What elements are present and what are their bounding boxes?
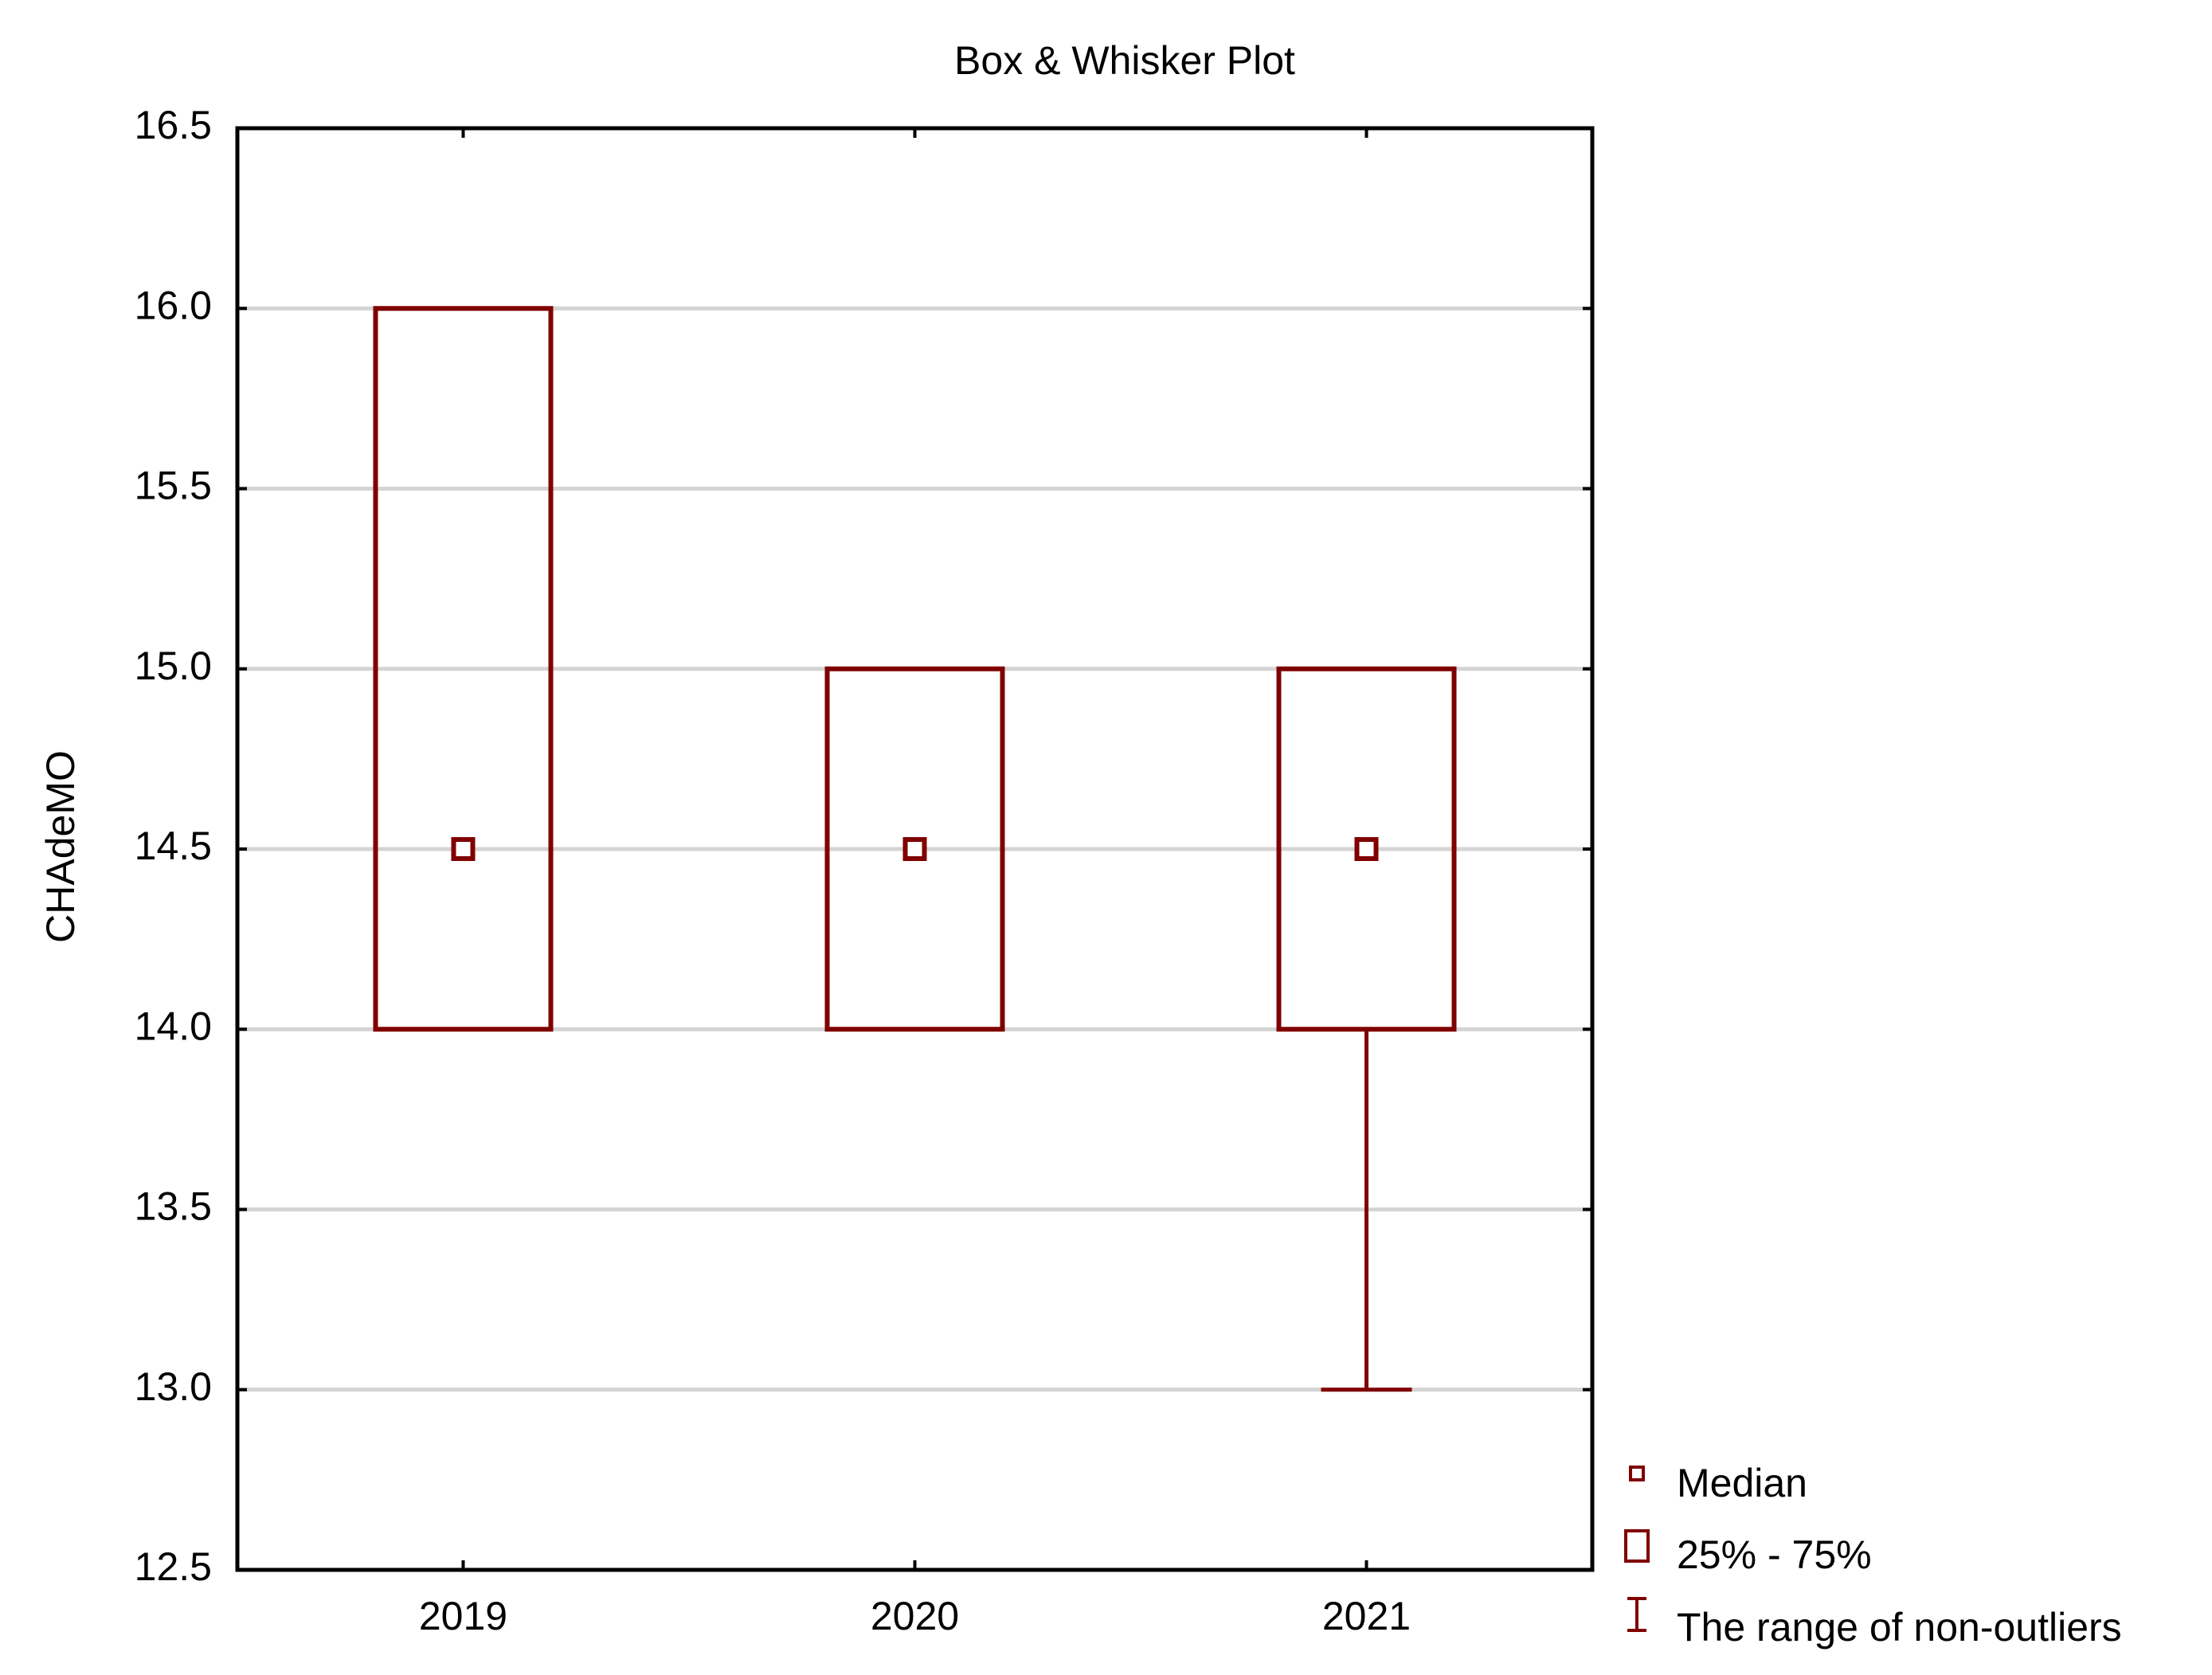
- median: [451, 837, 476, 861]
- legend-label: The range of non-outliers: [1677, 1605, 2122, 1650]
- y-tick-label: 16.5: [135, 103, 212, 147]
- y-tick-label: 15.0: [135, 644, 212, 688]
- median: [1354, 837, 1379, 861]
- median: [902, 837, 927, 861]
- chart-title: Box & Whisker Plot: [954, 38, 1295, 83]
- y-tick-label: 14.5: [135, 824, 212, 868]
- y-tick-label: 13.5: [135, 1184, 212, 1229]
- y-tick-label: 13.0: [135, 1364, 212, 1409]
- x-tick-label: 2021: [1322, 1594, 1411, 1638]
- box: [373, 306, 554, 1032]
- x-tick-label: 2019: [419, 1594, 507, 1638]
- legend-label: Median: [1677, 1461, 1807, 1505]
- y-tick-label: 15.5: [135, 464, 212, 508]
- box: [824, 666, 1005, 1032]
- y-axis-label: CHAdeMO: [38, 750, 83, 943]
- legend-label: 25% - 75%: [1677, 1532, 1872, 1577]
- y-tick-label: 12.5: [135, 1544, 212, 1589]
- x-tick-label: 2020: [871, 1594, 959, 1638]
- legend-median-icon: [1629, 1466, 1645, 1481]
- y-tick-label: 14.0: [135, 1004, 212, 1048]
- y-tick-label: 16.0: [135, 283, 212, 327]
- legend-box-icon: [1624, 1529, 1650, 1563]
- box: [1276, 666, 1457, 1032]
